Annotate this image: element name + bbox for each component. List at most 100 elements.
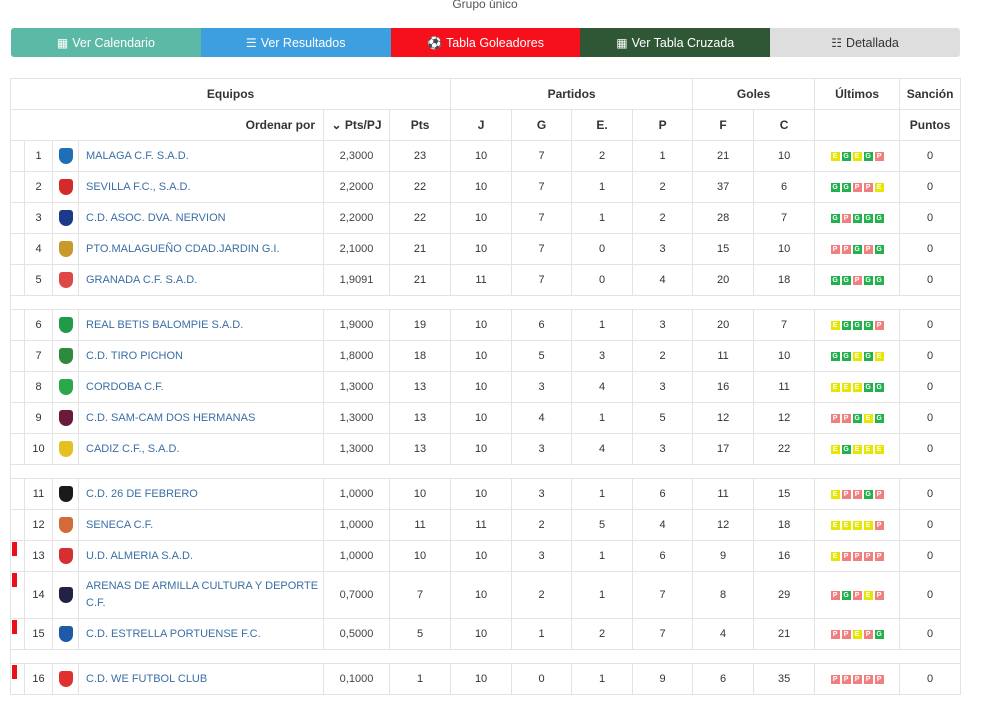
table-row[interactable]: 4 PTO.MALAGUEÑO CDAD.JARDIN G.I. 2,1000 21 1… bbox=[10, 233, 962, 265]
team-name-link[interactable]: PTO.MALAGUEÑO CDAD.JARDIN G.I. bbox=[86, 242, 280, 255]
team-name-link[interactable]: CORDOBA C.F. bbox=[86, 380, 164, 393]
relegation-marker bbox=[12, 620, 17, 634]
table-row[interactable]: 6 REAL BETIS BALOMPIE S.A.D. 1,9000 19 10 6 1 3… bbox=[10, 309, 962, 341]
table-row[interactable]: 15 C.D. ESTRELLA PORTUENSE F.C. 0,5000 5 10 1… bbox=[10, 618, 962, 650]
team-name-link[interactable]: U.D. ALMERIA S.A.D. bbox=[86, 549, 193, 562]
result-badge: P bbox=[852, 674, 862, 684]
goals-against: 6 bbox=[753, 171, 816, 203]
team-name-link[interactable]: ARENAS DE ARMILLA CULTURA Y DEPORTE C.F. bbox=[86, 580, 319, 609]
table-row[interactable]: 7 C.D. TIRO PICHON 1,8000 18 10 5 3 2 11 10 G G E G E 0 bbox=[10, 340, 962, 372]
result-badge: E bbox=[830, 151, 840, 161]
result-badge: P bbox=[852, 275, 862, 285]
sanction-points: 0 bbox=[899, 540, 962, 572]
result-badge: P bbox=[863, 244, 873, 254]
tab-calendario[interactable]: ▦ Ver Calendario bbox=[11, 28, 201, 57]
team-name-link[interactable]: CADIZ C.F., S.A.D. bbox=[86, 442, 180, 455]
goals-against: 18 bbox=[753, 264, 816, 296]
team-cell: C.D. ESTRELLA PORTUENSE F.C. bbox=[78, 618, 324, 650]
grid-table-icon: ▦ bbox=[616, 35, 628, 50]
lost: 7 bbox=[632, 618, 694, 650]
pts-per-game: 0,5000 bbox=[323, 618, 390, 650]
table-row[interactable]: 13 U.D. ALMERIA S.A.D. 1,0000 10 10 3 1 6 9 16 E P P… bbox=[10, 540, 962, 572]
won: 2 bbox=[511, 571, 573, 619]
played: 10 bbox=[450, 402, 513, 434]
team-name-link[interactable]: C.D. ASOC. DVA. NERVION bbox=[86, 211, 226, 224]
result-badge: G bbox=[863, 382, 873, 392]
played: 10 bbox=[450, 233, 513, 265]
table-row[interactable]: 5 GRANADA C.F. S.A.D. 1,9091 21 11 7 0 4 20 18 G G P… bbox=[10, 264, 962, 296]
played: 10 bbox=[450, 571, 513, 619]
sort-p[interactable]: P bbox=[632, 109, 694, 141]
team-name-link[interactable]: SENECA C.F. bbox=[86, 518, 154, 531]
played: 10 bbox=[450, 618, 513, 650]
team-name-link[interactable]: C.D. SAM-CAM DOS HERMANAS bbox=[86, 411, 256, 424]
team-cell: SENECA C.F. bbox=[78, 509, 324, 541]
group-separator bbox=[9, 649, 962, 664]
table-row[interactable]: 1 MALAGA C.F. S.A.D. 2,3000 23 10 7 2 1 21 10 E G E G… bbox=[10, 140, 962, 172]
result-badge: G bbox=[874, 213, 884, 223]
table-row[interactable]: 16 C.D. WE FUTBOL CLUB 0,1000 1 10 0 1 9 6 35 P P P P… bbox=[10, 663, 962, 695]
tab-tabla-cruzada[interactable]: ▦ Ver Tabla Cruzada bbox=[580, 28, 771, 57]
sort-f[interactable]: F bbox=[692, 109, 755, 141]
team-name-link[interactable]: REAL BETIS BALOMPIE S.A.D. bbox=[86, 318, 244, 331]
table-row[interactable]: 3 C.D. ASOC. DVA. NERVION 2,2000 22 10 7 1 2 28 7… bbox=[10, 202, 962, 234]
crest-cell bbox=[52, 618, 79, 650]
goals-against: 16 bbox=[753, 540, 816, 572]
lost: 2 bbox=[632, 202, 694, 234]
table-row[interactable]: 8 CORDOBA C.F. 1,3000 13 10 3 4 3 16 11 E E E G G 0 bbox=[10, 371, 962, 403]
drawn: 2 bbox=[571, 618, 634, 650]
team-cell: ARENAS DE ARMILLA CULTURA Y DEPORTE C.F. bbox=[78, 571, 324, 619]
group-header-row: Equipos Partidos Goles Últimos Sanción bbox=[9, 78, 962, 110]
sort-pts[interactable]: Pts bbox=[388, 109, 452, 141]
result-badge: G bbox=[830, 213, 840, 223]
team-name-link[interactable]: GRANADA C.F. S.A.D. bbox=[86, 273, 198, 286]
table-row[interactable]: 12 SENECA C.F. 1,0000 11 11 2 5 4 12 18 E E E E P 0 bbox=[10, 509, 962, 541]
result-badge: P bbox=[863, 674, 873, 684]
team-cell: PTO.MALAGUEÑO CDAD.JARDIN G.I. bbox=[78, 233, 324, 265]
crest-cell bbox=[52, 509, 79, 541]
table-row[interactable]: 11 C.D. 26 DE FEBRERO 1,0000 10 10 3 1 6 11 15 E P P… bbox=[10, 478, 962, 510]
team-name-link[interactable]: SEVILLA F.C., S.A.D. bbox=[86, 180, 191, 193]
table-row[interactable]: 10 CADIZ C.F., S.A.D. 1,3000 13 10 3 4 3 17 22 E G E… bbox=[10, 433, 962, 465]
sort-ptspj[interactable]: ⌄ Pts/PJ bbox=[323, 109, 390, 141]
tab-detallada[interactable]: ☷ Detallada bbox=[770, 28, 960, 57]
team-name-link[interactable]: MALAGA C.F. S.A.D. bbox=[86, 149, 189, 162]
separator-cell bbox=[9, 295, 962, 310]
pts-per-game: 0,7000 bbox=[323, 571, 390, 619]
sort-c[interactable]: C bbox=[753, 109, 816, 141]
sort-j[interactable]: J bbox=[450, 109, 513, 141]
result-badge: E bbox=[852, 382, 862, 392]
table-row[interactable]: 14 ARENAS DE ARMILLA CULTURA Y DEPORTE C.… bbox=[10, 571, 962, 619]
chevron-down-icon: ⌄ bbox=[331, 118, 342, 132]
crest-cell bbox=[52, 571, 79, 619]
team-name-link[interactable]: C.D. ESTRELLA PORTUENSE F.C. bbox=[86, 627, 261, 640]
result-badge: G bbox=[852, 244, 862, 254]
table-row[interactable]: 2 SEVILLA F.C., S.A.D. 2,2000 22 10 7 1 2 37 6 G G P… bbox=[10, 171, 962, 203]
sort-g[interactable]: G bbox=[511, 109, 573, 141]
table-row[interactable]: 9 C.D. SAM-CAM DOS HERMANAS 1,3000 13 10 4 1 5 1… bbox=[10, 402, 962, 434]
tab-label: Tabla Goleadores bbox=[445, 35, 544, 50]
tab-goleadores[interactable]: ⚽ Tabla Goleadores bbox=[390, 28, 581, 57]
team-name-link[interactable]: C.D. WE FUTBOL CLUB bbox=[86, 672, 208, 685]
team-name-link[interactable]: C.D. TIRO PICHON bbox=[86, 349, 183, 362]
relegation-marker-cell bbox=[10, 663, 25, 695]
drawn: 1 bbox=[571, 540, 634, 572]
goals-for: 11 bbox=[692, 478, 755, 510]
drawn: 0 bbox=[571, 233, 634, 265]
played: 10 bbox=[450, 140, 513, 172]
group-separator bbox=[9, 295, 962, 310]
position: 14 bbox=[24, 571, 53, 619]
pts-per-game: 2,2000 bbox=[323, 171, 390, 203]
sort-e[interactable]: E. bbox=[571, 109, 634, 141]
goals-for: 16 bbox=[692, 371, 755, 403]
drawn: 1 bbox=[571, 402, 634, 434]
crest-cell bbox=[52, 171, 79, 203]
goals-for: 4 bbox=[692, 618, 755, 650]
tab-resultados[interactable]: ☰ Ver Resultados bbox=[200, 28, 391, 57]
goals-for: 20 bbox=[692, 264, 755, 296]
team-name-link[interactable]: C.D. 26 DE FEBRERO bbox=[86, 487, 198, 500]
